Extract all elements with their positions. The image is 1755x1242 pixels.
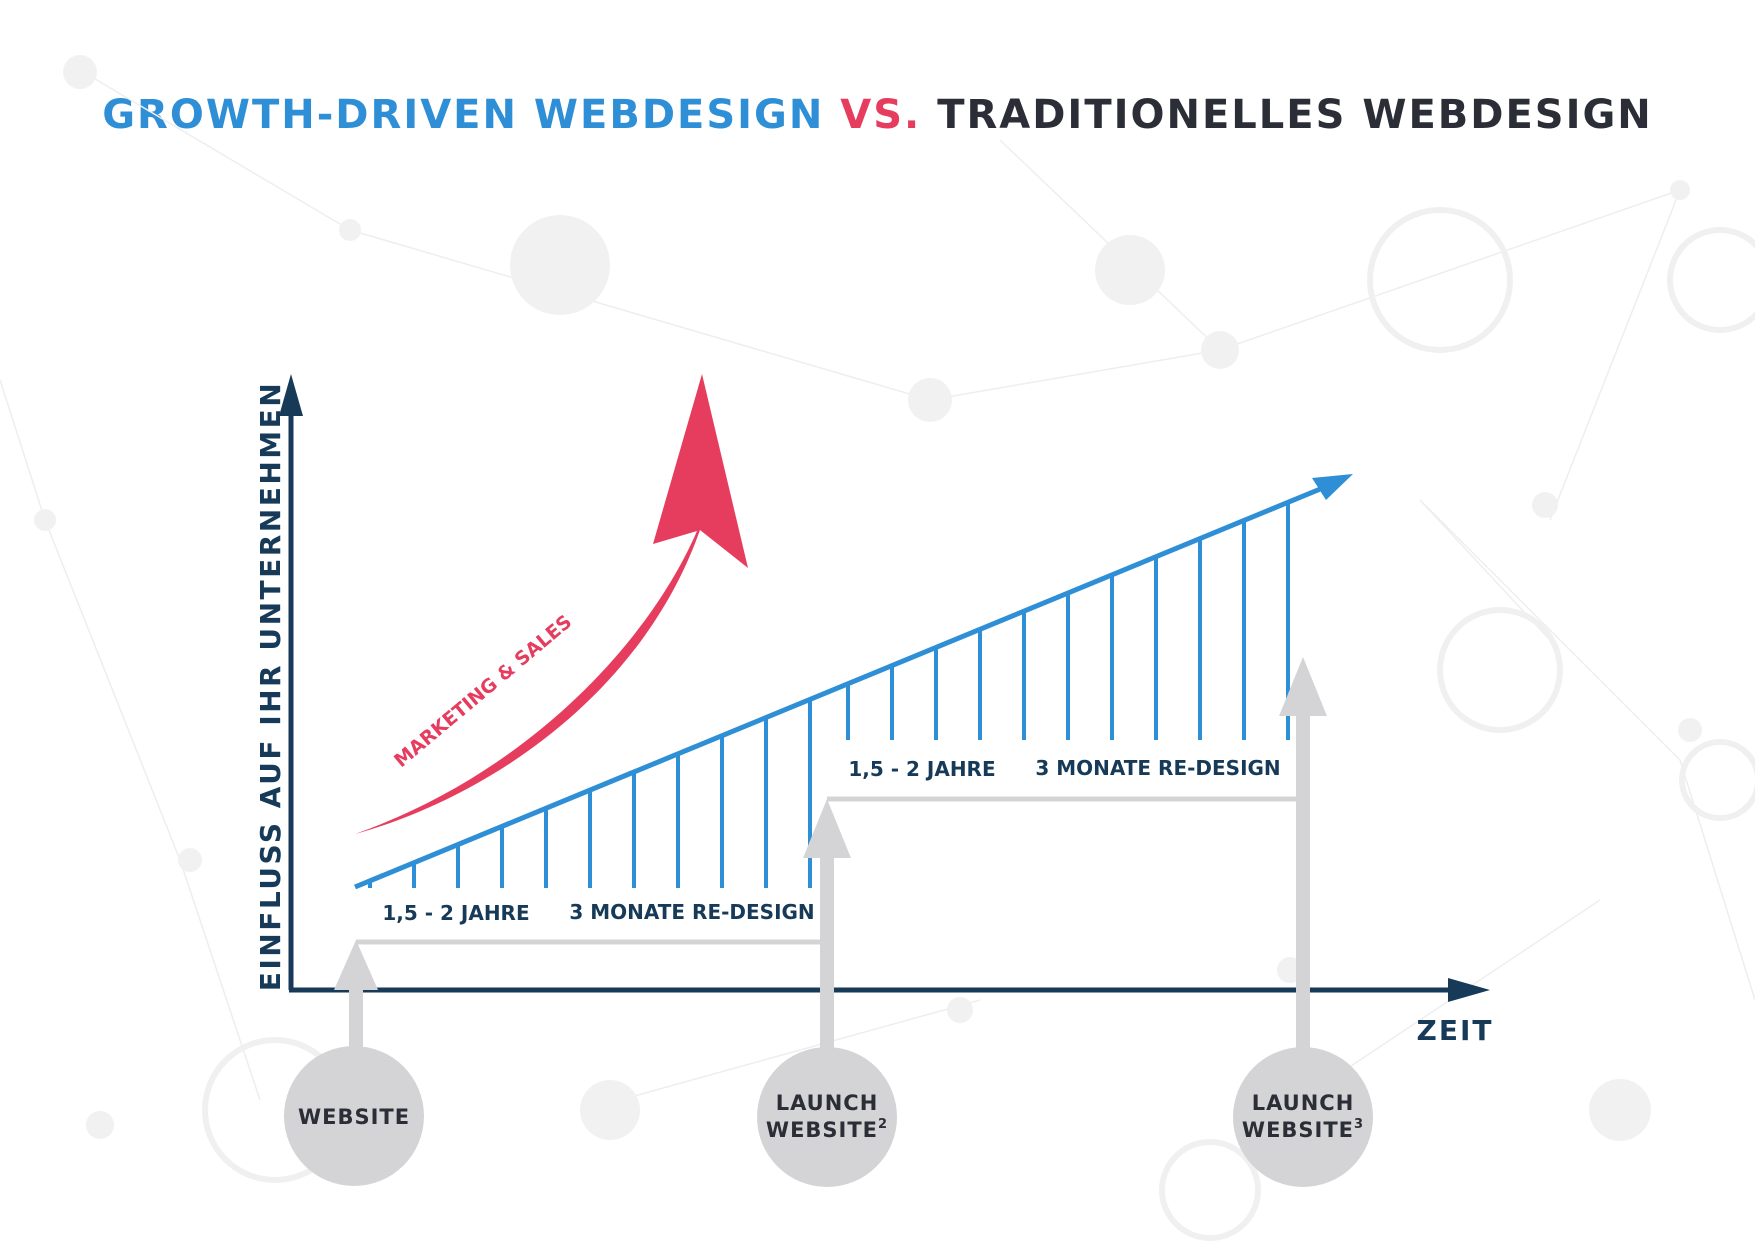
milestone-launch-2-line2: WEBSITE2 xyxy=(766,1117,888,1142)
y-axis-label: EINFLUSS AUF IHR UNTERNEHMEN xyxy=(254,381,287,991)
milestone-launch-3-arrowhead xyxy=(1279,657,1327,716)
title-traditional: TRADITIONELLES WEBDESIGN xyxy=(937,92,1653,138)
milestone-launch-3-circle xyxy=(1233,1047,1373,1187)
phase1-duration-label: 1,5 - 2 JAHRE xyxy=(382,901,529,925)
milestone-launch-website-2: LAUNCH WEBSITE2 xyxy=(757,799,897,1187)
page-title: GROWTH-DRIVEN WEBDESIGN VS. TRADITIONELL… xyxy=(0,92,1755,138)
milestone-website-circle xyxy=(284,1046,424,1186)
milestone-website-stem xyxy=(349,990,363,1054)
milestone-website-arrowhead xyxy=(334,940,378,990)
title-growth-driven: GROWTH-DRIVEN WEBDESIGN xyxy=(102,92,825,138)
milestone-launch-3-sup: 3 xyxy=(1354,1117,1364,1132)
milestone-launch-3-word: WEBSITE xyxy=(1242,1118,1354,1142)
milestone-launch-2-line1: LAUNCH xyxy=(776,1091,879,1115)
network-background xyxy=(0,69,1755,1101)
x-axis-arrowhead xyxy=(1448,978,1490,1002)
y-axis xyxy=(279,374,303,990)
timeline-bracket-2 xyxy=(827,700,1306,802)
milestone-launch-2-stem xyxy=(820,855,834,1051)
milestone-launch-3-stem xyxy=(1296,715,1310,1051)
phase2-redesign-label: 3 MONATE RE-DESIGN xyxy=(1035,756,1280,780)
network-rings xyxy=(202,207,1755,1241)
milestone-launch-website-3: LAUNCH WEBSITE3 xyxy=(1233,657,1373,1187)
x-axis-label: ZEIT xyxy=(1417,1014,1494,1047)
milestone-launch-2-sup: 2 xyxy=(878,1117,888,1132)
milestone-launch-2-word: WEBSITE xyxy=(766,1118,878,1142)
marketing-sales-label: MARKETING & SALES xyxy=(390,611,576,772)
x-axis xyxy=(289,978,1490,1002)
y-axis-arrowhead xyxy=(279,374,303,416)
marketing-sales-arrow xyxy=(355,374,748,834)
milestone-launch-2-arrowhead xyxy=(803,799,851,858)
title-vs: VS. xyxy=(840,92,922,138)
milestone-website-label: WEBSITE xyxy=(298,1105,410,1129)
milestone-launch-2-circle xyxy=(757,1047,897,1187)
milestone-website: WEBSITE xyxy=(284,940,424,1186)
milestone-launch-3-line1: LAUNCH xyxy=(1252,1091,1355,1115)
milestone-launch-3-line2: WEBSITE3 xyxy=(1242,1117,1364,1142)
phase1-redesign-label: 3 MONATE RE-DESIGN xyxy=(569,900,814,924)
phase2-duration-label: 1,5 - 2 JAHRE xyxy=(848,757,995,781)
growth-hatch-lines xyxy=(368,502,1290,888)
growth-driven-trend-line xyxy=(354,482,1331,890)
growth-driven-trend-arrowhead xyxy=(1312,474,1353,500)
